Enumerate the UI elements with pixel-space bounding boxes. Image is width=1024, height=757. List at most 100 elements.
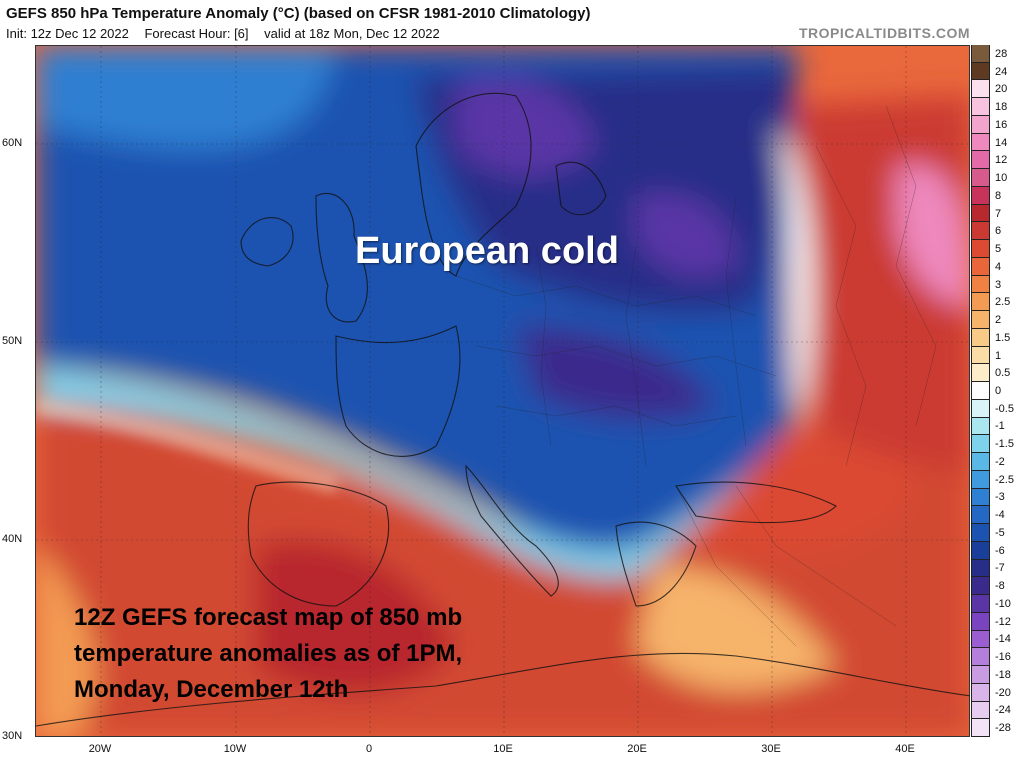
forecast-caption-line-1: 12Z GEFS forecast map of 850 mb	[74, 604, 463, 631]
valid-time: valid at 18z Mon, Dec 12 2022	[264, 26, 440, 41]
colorbar-label: -10	[995, 597, 1011, 610]
colorbar-swatch	[971, 204, 990, 223]
colorbar-level: -5	[971, 524, 1021, 542]
lon-label-20w: 20W	[88, 743, 112, 755]
colorbar-label: 6	[995, 225, 1002, 238]
forecast-caption: 12Z GEFS forecast map of 850 mb temperat…	[74, 600, 594, 708]
colorbar-label: 5	[995, 243, 1002, 256]
colorbar-swatch	[971, 506, 990, 525]
site-credit: TROPICALTIDBITS.COM	[798, 25, 970, 41]
colorbar-level: 2	[971, 311, 1021, 329]
colorbar-level: -16	[971, 648, 1021, 667]
colorbar-level: 2.5	[971, 293, 1021, 312]
colorbar-label: -5	[995, 526, 1005, 539]
colorbar-level: -12	[971, 612, 1021, 631]
colorbar-level: -28	[971, 719, 1021, 737]
colorbar-label: -28	[995, 722, 1011, 735]
colorbar-level: -8	[971, 577, 1021, 596]
colorbar-label: -12	[995, 615, 1011, 628]
colorbar-level: 16	[971, 115, 1021, 134]
colorbar-level: 0.5	[971, 364, 1021, 383]
colorbar-label: -4	[995, 509, 1005, 522]
colorbar-level: -14	[971, 630, 1021, 649]
lat-label-50n: 50N	[2, 335, 23, 347]
colorbar-label: 0.5	[995, 367, 1011, 380]
colorbar-swatch	[971, 62, 990, 81]
colorbar-swatch	[971, 524, 990, 542]
colorbar-level: -18	[971, 666, 1021, 684]
colorbar-label: -3	[995, 491, 1005, 504]
colorbar-label: -0.5	[995, 402, 1014, 415]
colorbar-level: -1.5	[971, 435, 1021, 454]
lon-label-20e: 20E	[627, 743, 647, 755]
colorbar-label: 28	[995, 47, 1008, 60]
colorbar-label: 2.5	[995, 296, 1011, 309]
colorbar-swatch	[971, 311, 990, 329]
colorbar-level: -10	[971, 595, 1021, 613]
colorbar-swatch	[971, 240, 990, 258]
colorbar-level: -1	[971, 417, 1021, 436]
levant-light-warm	[636, 566, 836, 691]
colorbar-label: 4	[995, 260, 1002, 273]
colorbar-swatch	[971, 293, 990, 312]
colorbar-level: 28	[971, 45, 1021, 63]
colorbar-label: 12	[995, 154, 1008, 167]
colorbar-level: 18	[971, 98, 1021, 116]
colorbar-label: 7	[995, 207, 1002, 220]
colorbar-level: 20	[971, 80, 1021, 99]
scandinavia-cold-core	[456, 78, 596, 176]
colorbar-swatch	[971, 559, 990, 578]
lat-label-60n: 60N	[2, 137, 23, 149]
colorbar-label: 16	[995, 118, 1008, 131]
colorbar-swatch	[971, 169, 990, 187]
colorbar-swatch	[971, 80, 990, 99]
colorbar-label: -8	[995, 580, 1005, 593]
colorbar-label: -1.5	[995, 438, 1014, 451]
colorbar-level: -3	[971, 488, 1021, 507]
colorbar-level: -2	[971, 453, 1021, 471]
lon-label-10w: 10W	[223, 743, 247, 755]
lat-label-40n: 40N	[2, 533, 23, 545]
coastlines	[36, 92, 969, 727]
atlantic-warm-edge	[36, 546, 97, 736]
colorbar-swatch	[971, 612, 990, 631]
colorbar-label: -2.5	[995, 473, 1014, 486]
forecast-caption-line-2: temperature anomalies as of 1PM,	[74, 640, 463, 667]
colorbar-level: -7	[971, 559, 1021, 578]
colorbar-swatch	[971, 541, 990, 560]
colorbar-label: 10	[995, 172, 1008, 185]
colorbar-label: 2	[995, 314, 1002, 326]
colorbar-label: -1	[995, 420, 1005, 433]
colorbar-level: -4	[971, 506, 1021, 525]
colorbar-label: -20	[995, 686, 1011, 699]
colorbar-swatch	[971, 399, 990, 418]
colorbar-label: 8	[995, 189, 1002, 202]
front-highlight	[36, 397, 339, 495]
colorbar-level: -20	[971, 683, 1021, 702]
colorbar-level: 1.5	[971, 328, 1021, 347]
colorbar-level: 1	[971, 346, 1021, 365]
colorbar-swatch	[971, 45, 990, 63]
colorbar-swatch	[971, 595, 990, 613]
colorbar-swatch	[971, 98, 990, 116]
colorbar-swatch	[971, 115, 990, 134]
colorbar-label: -14	[995, 633, 1011, 646]
cold-front-transition	[36, 366, 756, 578]
colorbar-label: -24	[995, 704, 1011, 717]
colorbar-swatch	[971, 470, 990, 489]
colorbar-level: 0	[971, 382, 1021, 400]
colorbar-swatch	[971, 417, 990, 436]
colorbar-swatch	[971, 364, 990, 383]
colorbar-level: 8	[971, 186, 1021, 205]
colorbar-swatch	[971, 683, 990, 702]
colorbar-level: 5	[971, 240, 1021, 258]
colorbar-label: 14	[995, 136, 1008, 149]
map-title: GEFS 850 hPa Temperature Anomaly (°C) (b…	[6, 5, 591, 22]
colorbar-swatch	[971, 577, 990, 596]
lon-label-40e: 40E	[895, 743, 915, 755]
init-time: Init: 12z Dec 12 2022	[6, 26, 129, 41]
colorbar-level: 24	[971, 62, 1021, 81]
colorbar-label: 1.5	[995, 331, 1011, 344]
colorbar-level: 7	[971, 204, 1021, 223]
